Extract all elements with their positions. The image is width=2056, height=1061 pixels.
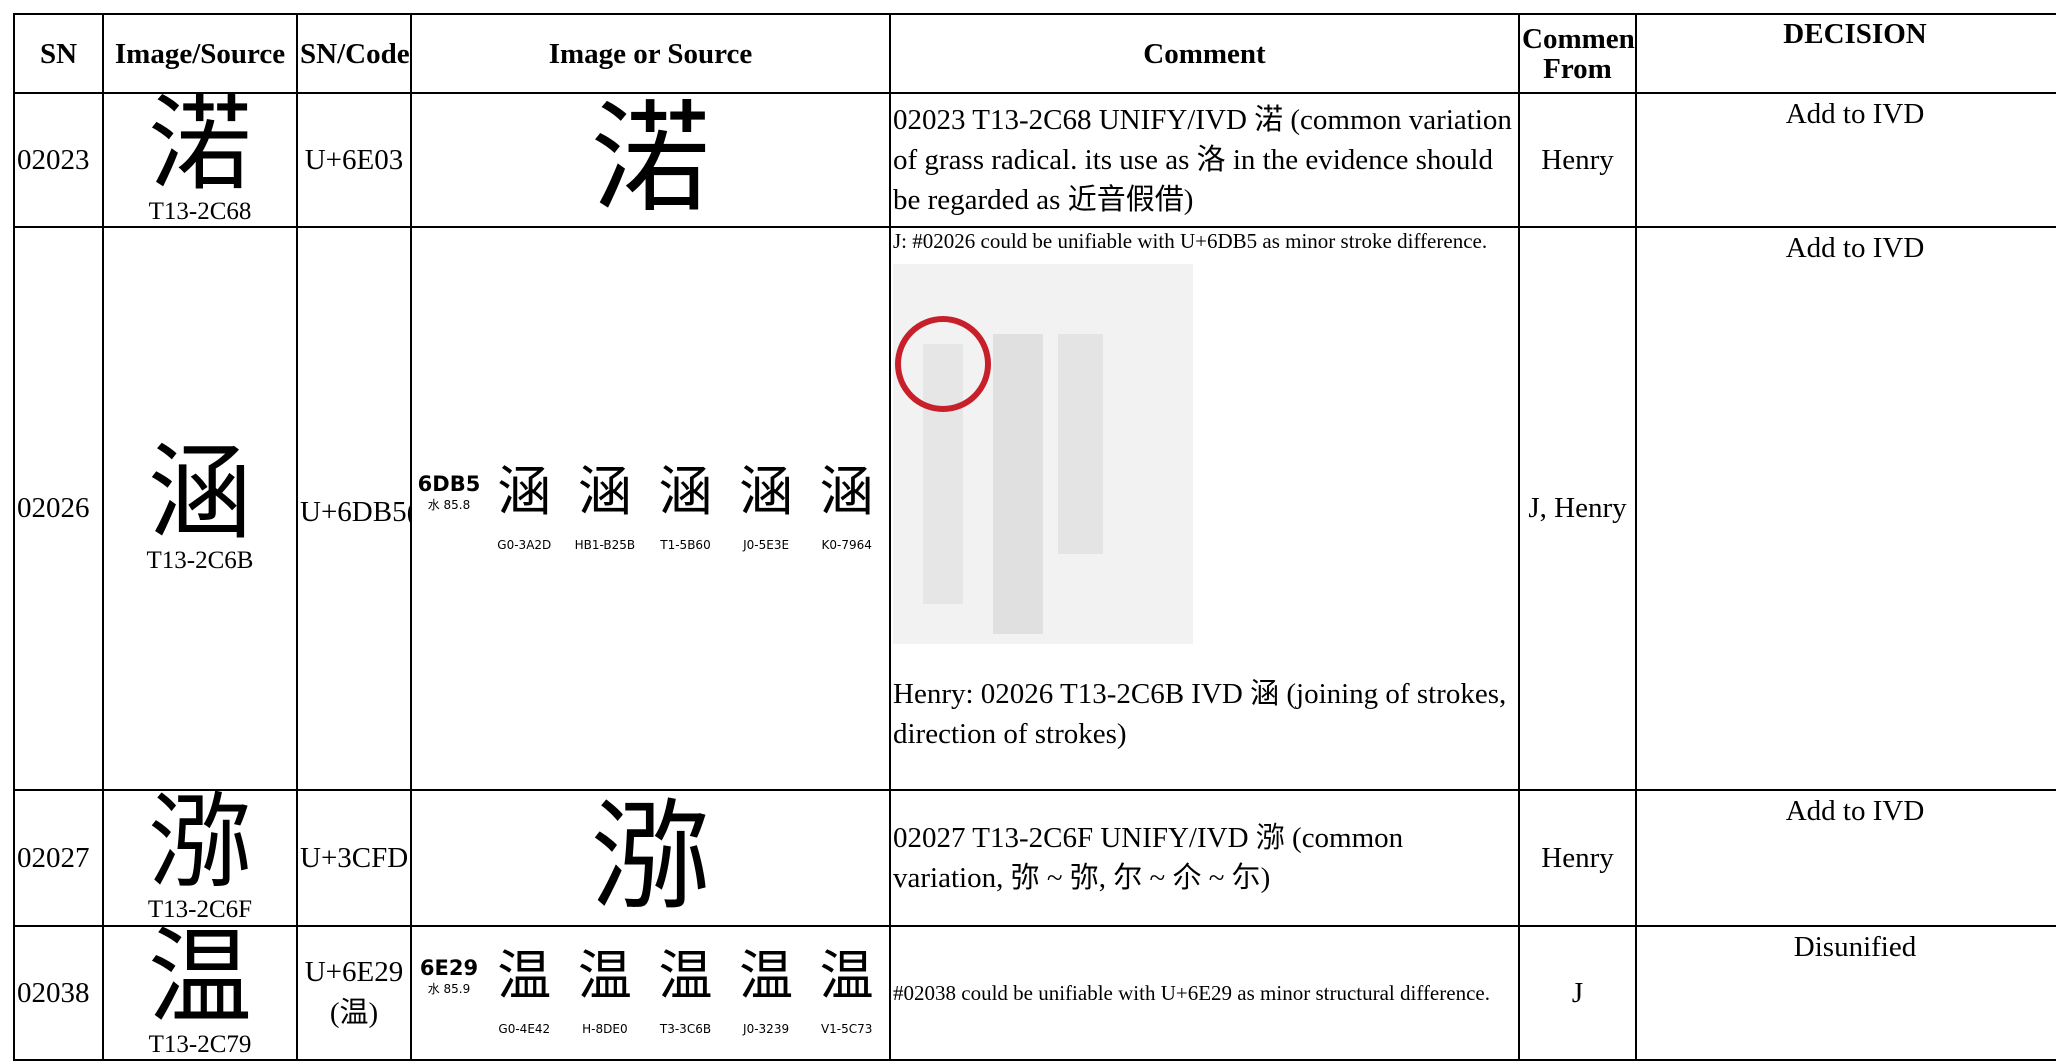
code-cell: U+6DB5(涵)	[296, 226, 412, 791]
comment-from-cell: J	[1518, 925, 1637, 1061]
glyph-item: 温 T3-3C6B	[645, 946, 726, 1040]
glyph: 涵	[819, 459, 874, 523]
header-cell: SN	[13, 13, 104, 94]
glyph-source: HB1-B25B	[574, 537, 636, 552]
glyph: 温	[658, 944, 713, 1007]
image-cell: 6E29 水 85.9 温 G0-4E42 温 H-8DE0 温 T3-3C6B 温 J0-323…	[410, 925, 891, 1061]
glyph-source: J0-3239	[743, 1022, 790, 1036]
header-cell: Image/Source	[102, 13, 298, 94]
table-row: 02023 渃 T13-2C68 U+6E03 渃 02023 T13-2C68 UNIF…	[13, 92, 2056, 228]
source-glyph: 渃	[147, 93, 252, 203]
glyph-radical: 水 85.8	[427, 497, 471, 512]
glyph-source: K0-7964	[821, 537, 872, 552]
sn-cell: 02023	[13, 92, 104, 228]
code-cell: U+3CFD	[296, 789, 412, 927]
source-cell: 渃 T13-2C68	[102, 92, 298, 228]
glyph-header: 6E29 水 85.9	[414, 956, 484, 997]
glyph: 涵	[577, 459, 632, 523]
source-code: T13-2C79	[148, 1031, 252, 1058]
comment-from-cell: Henry	[1518, 789, 1637, 927]
glyph-item: 温 G0-4E42	[484, 946, 565, 1040]
source-cell: 涵 T13-2C6B	[102, 226, 298, 791]
decision-cell: Disunified	[1635, 925, 2056, 1061]
glyph-item: 涵 J0-5E3E	[726, 459, 807, 556]
image-cell: 渃	[410, 92, 891, 228]
glyph-item: 涵 T1-5B60	[645, 459, 726, 556]
glyph: 涵	[739, 459, 794, 523]
header-cell: Comment From	[1518, 13, 1637, 94]
code-cell: U+6E29 (温)	[296, 925, 412, 1061]
source-cell: 温 T13-2C79	[102, 925, 298, 1061]
comment-cell: 02027 T13-2C6F UNIFY/IVD 㳽 (common varia…	[889, 789, 1520, 927]
code-cell: U+6E03	[296, 92, 412, 228]
glyph: 温	[497, 944, 552, 1007]
glyph-item: 温 H-8DE0	[565, 946, 646, 1040]
glyph-item: 温 J0-3239	[726, 946, 807, 1040]
decision-cell: Add to IVD	[1635, 789, 2056, 927]
sn-cell: 02026	[13, 226, 104, 791]
image-glyph: 渃	[590, 93, 711, 226]
glyph-source: V1-5C73	[820, 1022, 873, 1036]
header-cell: SN/Code	[296, 13, 412, 94]
glyph-item: 温 V1-5C73	[806, 946, 887, 1040]
glyph-item: 涵 G0-3A2D	[484, 459, 565, 556]
decision-cell: Add to IVD	[1635, 226, 2056, 791]
comment-note: J: #02026 could be unifiable with U+6DB5…	[893, 229, 1488, 253]
comment-text: Henry: 02026 T13-2C6B IVD 涵 (joining of …	[893, 678, 1507, 750]
comment-text: 02023 T13-2C68 UNIFY/IVD 渃 (common varia…	[893, 104, 1512, 216]
header-cell: Image or Source	[410, 13, 891, 94]
glyph-source: J0-5E3E	[743, 537, 790, 552]
glyph-header: 6DB5 水 85.8	[414, 472, 484, 513]
glyph: 涵	[658, 459, 713, 523]
glyph-source: T1-5B60	[660, 537, 711, 552]
glyph-list: 6E29 水 85.9 温 G0-4E42 温 H-8DE0 温 T3-3C6B 温 J0-323…	[414, 946, 887, 1040]
glyph-source: G0-4E42	[498, 1022, 551, 1036]
glyph-code: 6DB5	[417, 471, 481, 496]
image-glyph: 㳽	[590, 791, 711, 924]
decision-cell: Add to IVD	[1635, 92, 2056, 228]
image-cell: 㳽	[410, 789, 891, 927]
glyph: 涵	[497, 459, 552, 523]
comment-text: 02027 T13-2C6F UNIFY/IVD 㳽 (common varia…	[893, 822, 1404, 894]
glyph-item: 涵 K0-7964	[806, 459, 887, 556]
source-glyph: 㳽	[147, 790, 252, 901]
glyph-item: 涵 HB1-B25B	[565, 459, 646, 556]
glyph-list: 6DB5 水 85.8 涵 G0-3A2D 涵 HB1-B25B 涵 T1-5B60 涵 J0-5…	[414, 459, 887, 556]
comment-cell: 02023 T13-2C68 UNIFY/IVD 渃 (common varia…	[889, 92, 1520, 228]
glyph-radical: 水 85.9	[427, 982, 471, 996]
table-row: 02027 㳽 T13-2C6F U+3CFD 㳽 02027 T13-2C6F UNIF…	[13, 789, 2056, 927]
glyph: 温	[739, 944, 794, 1007]
comment-note: #02038 could be unifiable with U+6E29 as…	[893, 981, 1490, 1005]
glyph-code: 6E29	[419, 956, 479, 980]
table-row: 02038 温 T13-2C79 U+6E29 (温) 6E29 水 85.9 温 G0-4E…	[13, 925, 2056, 1061]
glyph-source: T3-3C6B	[659, 1022, 712, 1036]
glyph-source: G0-3A2D	[497, 537, 552, 552]
comment-from-cell: Henry	[1518, 92, 1637, 228]
glyph-source: H-8DE0	[582, 1022, 628, 1036]
source-glyph: 涵	[147, 436, 252, 552]
evidence-scan	[893, 264, 1193, 644]
comment-from-cell: J, Henry	[1518, 226, 1637, 791]
image-cell: 6DB5 水 85.8 涵 G0-3A2D 涵 HB1-B25B 涵 T1-5B60 涵 J0-5…	[410, 226, 891, 791]
source-glyph: 温	[147, 926, 252, 1036]
sn-cell: 02038	[13, 925, 104, 1061]
glyph: 温	[819, 944, 874, 1007]
source-code: T13-2C6B	[146, 546, 254, 574]
source-code: T13-2C6F	[147, 896, 253, 923]
comment-cell: #02038 could be unifiable with U+6E29 as…	[889, 925, 1520, 1061]
header-cell: Comment	[889, 13, 1520, 94]
source-cell: 㳽 T13-2C6F	[102, 789, 298, 927]
comment-cell: J: #02026 could be unifiable with U+6DB5…	[889, 226, 1520, 791]
glyph: 温	[577, 944, 632, 1007]
header-cell: DECISION	[1635, 13, 2056, 94]
source-code: T13-2C68	[148, 198, 252, 225]
sn-cell: 02027	[13, 789, 104, 927]
decision-table: SN Image/Source SN/Code Image or Source Comm…	[13, 13, 2056, 1061]
